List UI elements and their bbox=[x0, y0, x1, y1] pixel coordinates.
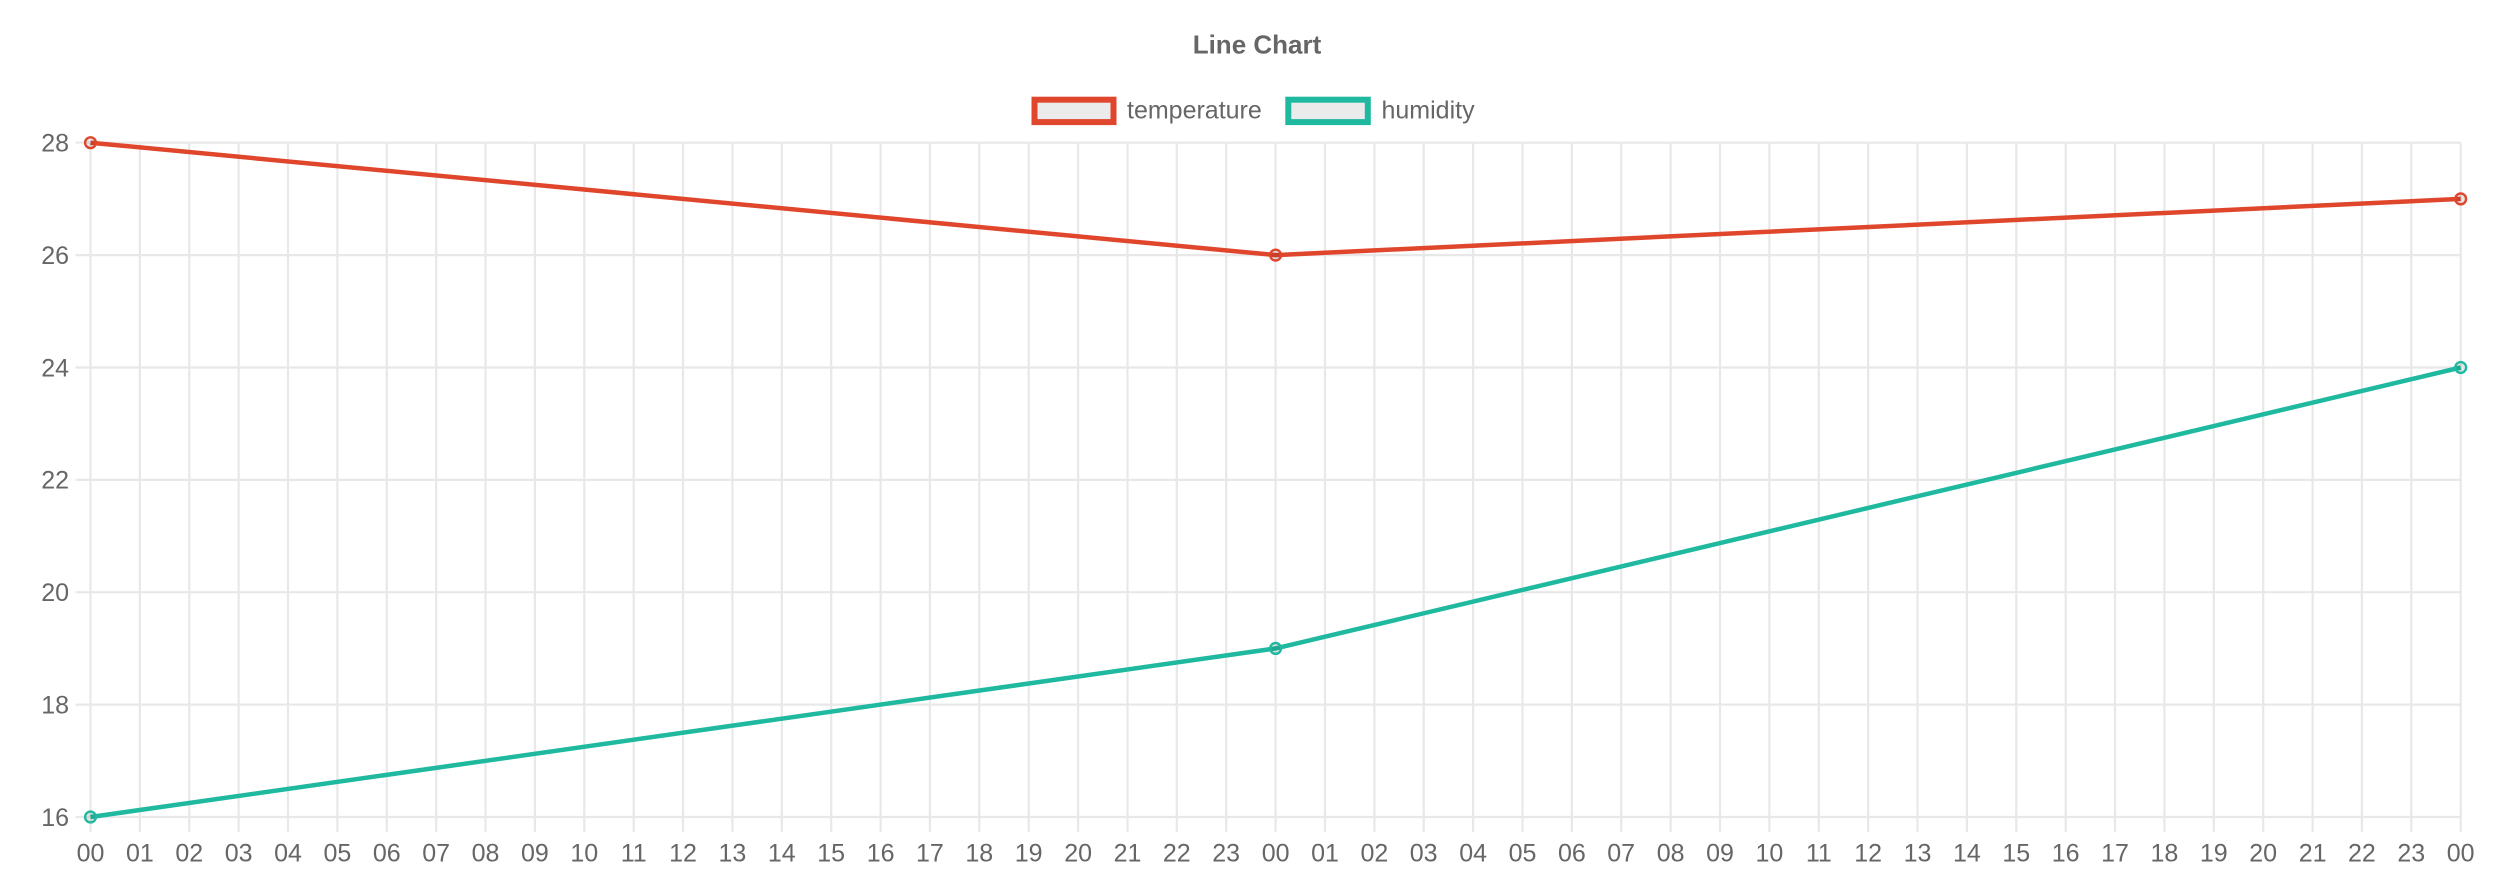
svg-text:28: 28 bbox=[41, 130, 69, 158]
svg-text:04: 04 bbox=[1459, 839, 1487, 867]
svg-text:23: 23 bbox=[1212, 839, 1240, 867]
svg-text:24: 24 bbox=[41, 354, 69, 382]
svg-text:16: 16 bbox=[41, 804, 69, 832]
svg-text:10: 10 bbox=[1755, 839, 1783, 867]
svg-text:05: 05 bbox=[323, 839, 351, 867]
svg-text:19: 19 bbox=[2200, 839, 2228, 867]
svg-text:18: 18 bbox=[965, 839, 993, 867]
svg-text:08: 08 bbox=[472, 839, 500, 867]
svg-text:20: 20 bbox=[2249, 839, 2277, 867]
svg-text:03: 03 bbox=[1410, 839, 1438, 867]
svg-text:14: 14 bbox=[768, 839, 796, 867]
svg-text:21: 21 bbox=[1114, 839, 1142, 867]
svg-text:13: 13 bbox=[1904, 839, 1932, 867]
svg-text:04: 04 bbox=[274, 839, 302, 867]
svg-text:09: 09 bbox=[521, 839, 549, 867]
svg-text:13: 13 bbox=[718, 839, 746, 867]
svg-text:18: 18 bbox=[41, 691, 69, 719]
svg-text:16: 16 bbox=[2052, 839, 2080, 867]
svg-text:07: 07 bbox=[1607, 839, 1635, 867]
svg-text:16: 16 bbox=[867, 839, 895, 867]
svg-text:20: 20 bbox=[41, 579, 69, 607]
svg-text:15: 15 bbox=[817, 839, 845, 867]
svg-text:07: 07 bbox=[422, 839, 450, 867]
svg-text:23: 23 bbox=[2397, 839, 2425, 867]
svg-text:17: 17 bbox=[916, 839, 944, 867]
svg-text:11: 11 bbox=[1806, 839, 1832, 867]
svg-text:17: 17 bbox=[2101, 839, 2129, 867]
svg-text:01: 01 bbox=[1311, 839, 1339, 867]
svg-text:22: 22 bbox=[2348, 839, 2376, 867]
svg-text:06: 06 bbox=[1558, 839, 1586, 867]
svg-text:humidity: humidity bbox=[1382, 97, 1476, 125]
svg-text:temperature: temperature bbox=[1127, 97, 1262, 125]
svg-text:09: 09 bbox=[1706, 839, 1734, 867]
svg-text:05: 05 bbox=[1509, 839, 1537, 867]
svg-text:15: 15 bbox=[2002, 839, 2030, 867]
svg-text:10: 10 bbox=[570, 839, 598, 867]
svg-text:26: 26 bbox=[41, 242, 69, 270]
svg-text:12: 12 bbox=[1854, 839, 1882, 867]
svg-text:22: 22 bbox=[41, 467, 69, 495]
svg-text:19: 19 bbox=[1015, 839, 1043, 867]
svg-text:20: 20 bbox=[1064, 839, 1092, 867]
svg-text:18: 18 bbox=[2150, 839, 2178, 867]
svg-text:12: 12 bbox=[669, 839, 697, 867]
svg-text:00: 00 bbox=[1262, 839, 1290, 867]
svg-text:Line Chart: Line Chart bbox=[1193, 30, 1322, 60]
svg-text:14: 14 bbox=[1953, 839, 1981, 867]
svg-text:01: 01 bbox=[126, 839, 154, 867]
svg-text:08: 08 bbox=[1657, 839, 1685, 867]
svg-text:00: 00 bbox=[2447, 839, 2475, 867]
svg-text:00: 00 bbox=[77, 839, 105, 867]
svg-text:02: 02 bbox=[175, 839, 203, 867]
svg-text:21: 21 bbox=[2299, 839, 2327, 867]
svg-text:06: 06 bbox=[373, 839, 401, 867]
svg-text:22: 22 bbox=[1163, 839, 1191, 867]
svg-text:11: 11 bbox=[621, 839, 647, 867]
svg-text:03: 03 bbox=[225, 839, 253, 867]
svg-text:02: 02 bbox=[1360, 839, 1388, 867]
